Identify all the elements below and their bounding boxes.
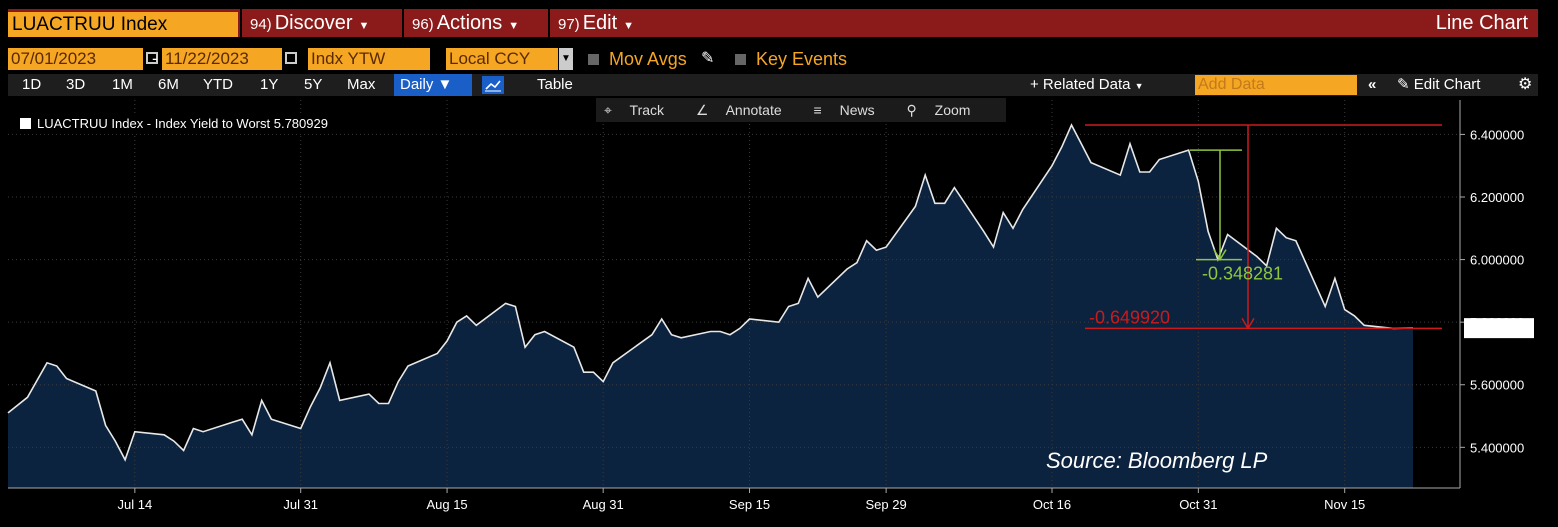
- period-1d[interactable]: 1D: [22, 76, 42, 93]
- annotate-label: Annotate: [725, 102, 782, 118]
- chevron-down-icon: ▼: [437, 76, 453, 93]
- annotation-arrow-head: [1213, 249, 1227, 262]
- menu-label: Actions: [436, 12, 503, 34]
- frequency-label: Daily: [400, 76, 434, 93]
- period-max[interactable]: Max: [347, 76, 376, 93]
- track-tool[interactable]: ⌖ Track: [604, 102, 678, 118]
- x-tick-label: Jul 14: [117, 497, 152, 512]
- gear-icon[interactable]: ⚙: [1518, 76, 1533, 93]
- series-line: [7, 123, 1414, 462]
- news-label: News: [839, 102, 875, 118]
- security-field[interactable]: LUACTRUU Index: [8, 12, 238, 37]
- news-tool[interactable]: ≡ News: [814, 102, 889, 118]
- legend: LUACTRUU Index - Index Yield to Worst 5.…: [20, 114, 328, 134]
- menu-label: Discover: [274, 12, 353, 34]
- x-tick-label: Aug 31: [583, 497, 624, 512]
- edit-menu[interactable]: 97) Edit ▼: [548, 9, 642, 37]
- legend-swatch: [20, 118, 31, 129]
- x-tick-label: Sep 29: [866, 497, 907, 512]
- magnifier-icon: ⚲: [906, 102, 917, 118]
- y-tick-label: 6.400000: [1470, 127, 1524, 142]
- last-value-label: 5.780929: [1468, 321, 1522, 336]
- mov-avgs-checkbox[interactable]: [588, 54, 599, 65]
- news-icon: ≡: [813, 102, 822, 118]
- mov-avgs-label[interactable]: Mov Avgs: [609, 49, 687, 69]
- x-tick-label: Sep 15: [729, 497, 770, 512]
- chart-kind-label: Line Chart: [1435, 12, 1528, 34]
- start-date-input[interactable]: 07/01/2023: [8, 48, 143, 70]
- chart-tools: ⌖ Track ∠ Annotate ≡ News ⚲ Zoom: [596, 98, 1007, 122]
- y-tick-label: 6.200000: [1470, 190, 1524, 205]
- menu-number: 97): [558, 16, 580, 33]
- annotate-icon: ∠: [695, 102, 709, 118]
- period-1m[interactable]: 1M: [112, 76, 133, 93]
- edit-chart-label: Edit Chart: [1413, 76, 1481, 93]
- collapse-icon[interactable]: «: [1368, 76, 1377, 93]
- x-tick-label: Aug 15: [426, 497, 467, 512]
- pencil-icon[interactable]: ✎: [701, 50, 715, 67]
- related-data-label: + Related Data: [1030, 76, 1131, 93]
- x-tick-label: Jul 31: [283, 497, 318, 512]
- menu-number: 94): [250, 16, 272, 33]
- period-5y[interactable]: 5Y: [304, 76, 323, 93]
- chevron-down-icon: ▼: [1134, 81, 1144, 91]
- end-date-input[interactable]: 11/22/2023: [162, 48, 282, 70]
- key-events-checkbox[interactable]: [735, 54, 746, 65]
- crosshair-icon: ⌖: [604, 102, 612, 118]
- zoom-label: Zoom: [934, 102, 971, 118]
- field-select[interactable]: Indx YTW: [308, 48, 430, 70]
- discover-menu[interactable]: 94) Discover ▼: [240, 9, 377, 37]
- x-tick-label: Oct 31: [1179, 497, 1217, 512]
- x-tick-label: Oct 16: [1033, 497, 1071, 512]
- menu-label: Edit: [582, 12, 618, 34]
- calendar-icon[interactable]: [285, 52, 297, 64]
- chevron-down-icon: ▼: [508, 20, 520, 32]
- currency-select[interactable]: Local CCY: [446, 48, 558, 70]
- annotation-label: -0.348281: [1202, 264, 1283, 284]
- frequency-select[interactable]: Daily ▼: [394, 74, 472, 96]
- annotation-arrow-head: [1241, 318, 1255, 330]
- actions-menu[interactable]: 96) Actions ▼: [402, 9, 527, 37]
- y-tick-label: 5.400000: [1470, 440, 1524, 455]
- track-label: Track: [629, 102, 665, 118]
- annotation-label: -0.649920: [1089, 307, 1170, 327]
- related-data-menu[interactable]: + Related Data ▼: [1030, 74, 1144, 96]
- edit-chart-button[interactable]: ✎ Edit Chart: [1397, 74, 1480, 96]
- x-tick-label: Nov 15: [1324, 497, 1365, 512]
- y-tick-label: 5.600000: [1470, 378, 1524, 393]
- add-data-input[interactable]: Add Data: [1195, 75, 1357, 95]
- annotate-tool[interactable]: ∠ Annotate: [696, 102, 796, 118]
- line-chart-icon[interactable]: [482, 76, 504, 94]
- chevron-down-icon[interactable]: ▼: [559, 48, 573, 70]
- title-bar: [8, 9, 1538, 37]
- period-ytd[interactable]: YTD: [203, 76, 233, 93]
- period-6m[interactable]: 6M: [158, 76, 179, 93]
- calendar-icon[interactable]: [146, 52, 158, 64]
- table-button[interactable]: Table: [537, 76, 573, 93]
- period-1y[interactable]: 1Y: [260, 76, 279, 93]
- chevron-down-icon: ▼: [623, 20, 635, 32]
- last-value-tag: [1464, 318, 1534, 339]
- pencil-icon: ✎: [1397, 76, 1410, 93]
- key-events-label[interactable]: Key Events: [756, 49, 848, 69]
- legend-label: LUACTRUU Index - Index Yield to Worst 5.…: [37, 116, 328, 131]
- series-area: [8, 125, 1413, 488]
- toolbar: [8, 74, 1538, 96]
- zoom-tool[interactable]: ⚲ Zoom: [907, 102, 985, 118]
- y-tick-label: 6.000000: [1470, 253, 1524, 268]
- source-note: Source: Bloomberg LP: [1046, 448, 1268, 473]
- menu-number: 96): [412, 16, 434, 33]
- chevron-down-icon: ▼: [358, 20, 370, 32]
- period-3d[interactable]: 3D: [66, 76, 86, 93]
- date-separator: -: [152, 49, 158, 68]
